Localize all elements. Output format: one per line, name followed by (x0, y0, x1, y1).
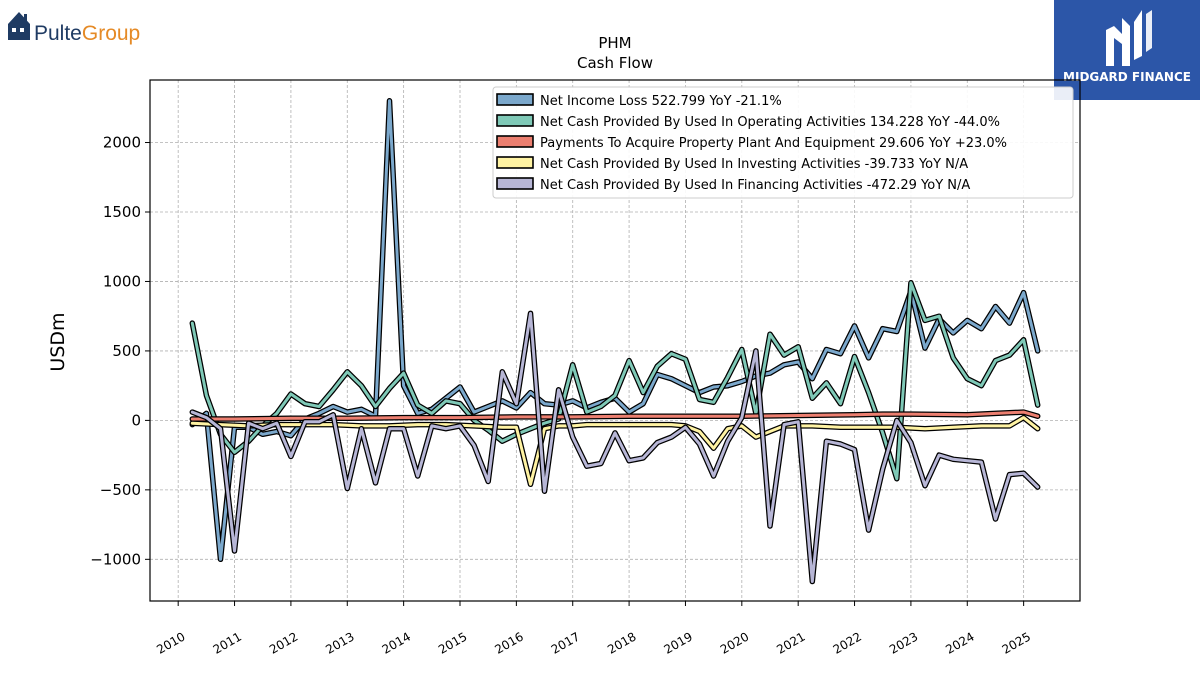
y-axis-label: USDm (47, 312, 69, 371)
x-tick-label: 2010 (154, 629, 187, 656)
legend-label: Net Income Loss 522.799 YoY -21.1% (540, 94, 782, 109)
y-tick-label: 1000 (103, 272, 141, 290)
legend-label: Net Cash Provided By Used In Financing A… (540, 178, 970, 193)
y-tick-label: 2000 (103, 134, 141, 152)
legend-swatch (496, 135, 534, 148)
legend-swatch (496, 93, 534, 106)
x-tick-label: 2021 (774, 629, 807, 656)
x-axis: 2010 2011 2012 2013 2014 2015 2016 2017 2018 2019… (154, 601, 1033, 657)
series-2 (189, 280, 1041, 482)
x-tick-label: 2022 (831, 629, 864, 656)
y-axis: −1000 −500 0 500 1000 1500 2000 (90, 134, 150, 568)
house-icon (8, 12, 30, 40)
x-tick-label: 2011 (211, 629, 244, 656)
midgard-finance-logo: MIDGARD FINANCE (1054, 0, 1200, 100)
series-5 (189, 310, 1041, 585)
series-3 (189, 409, 1041, 422)
series-lines (189, 98, 1041, 585)
x-tick-label: 2014 (380, 629, 413, 656)
y-tick-label: 1500 (103, 203, 141, 221)
x-tick-label: 2017 (549, 629, 582, 656)
legend-swatch (496, 177, 534, 190)
legend-label: Payments To Acquire Property Plant And E… (540, 136, 1007, 151)
series-line (190, 410, 1040, 421)
x-tick-label: 2015 (436, 629, 469, 656)
x-tick-label: 2013 (323, 629, 356, 656)
midgard-emblem-icon (1106, 10, 1152, 66)
x-tick-label: 2020 (718, 629, 751, 656)
legend-box (492, 86, 1074, 199)
pultegroup-logo: PulteGroup (8, 12, 140, 45)
x-tick-label: 2019 (662, 629, 695, 656)
y-tick-label: −1000 (90, 550, 141, 568)
brand-group-text: Group (82, 22, 140, 45)
brand-pulte-text: Pulte (34, 22, 82, 45)
legend-label: Net Cash Provided By Used In Investing A… (540, 157, 968, 172)
legend-label: Net Cash Provided By Used In Operating A… (540, 115, 1000, 130)
x-tick-label: 2023 (887, 629, 920, 656)
series-line (190, 281, 1040, 481)
legend: Net Income Loss 522.799 YoY -21.1% Net Ca… (492, 86, 1074, 199)
svg-text:PulteGroup: PulteGroup (34, 22, 140, 45)
y-tick-label: −500 (100, 481, 141, 499)
chart-subtitle: Cash Flow (577, 54, 653, 72)
plot-frame (149, 79, 1081, 602)
x-tick-label: 2018 (605, 629, 638, 656)
midgard-finance-name: MIDGARD FINANCE (1063, 70, 1191, 84)
y-tick-label: 500 (112, 342, 141, 360)
legend-swatch (496, 156, 534, 169)
chart-title: PHM (598, 34, 631, 52)
series-line (190, 311, 1040, 583)
y-tick-label: 0 (131, 411, 141, 429)
x-tick-label: 2024 (943, 629, 976, 656)
legend-swatch (496, 114, 534, 127)
x-tick-label: 2012 (267, 629, 300, 656)
x-tick-label: 2016 (492, 629, 525, 656)
x-tick-label: 2025 (1000, 629, 1033, 656)
